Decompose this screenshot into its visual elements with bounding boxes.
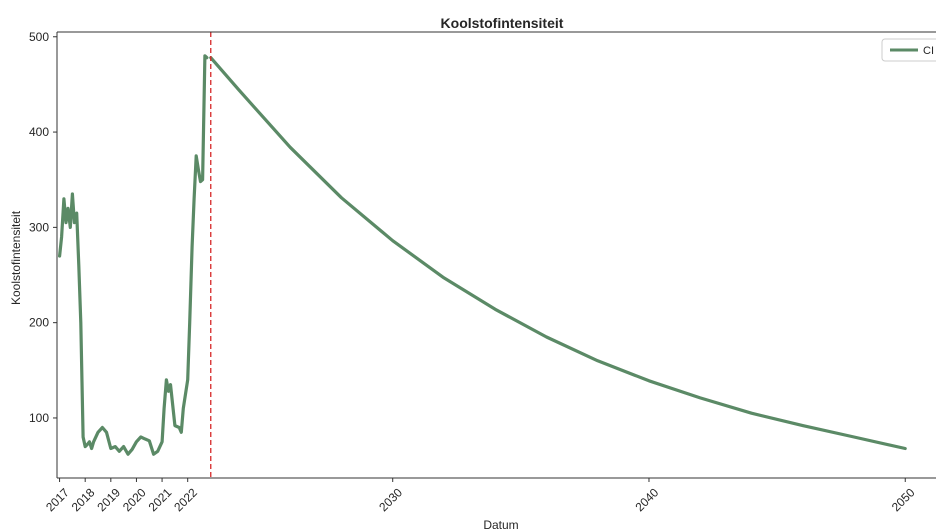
legend-label: CI [923, 45, 934, 57]
x-axis-label: Datum [483, 518, 518, 532]
y-tick-label: 300 [29, 220, 49, 234]
plot-background [57, 32, 936, 478]
x-tick-label: 2050 [889, 485, 918, 514]
x-tick-label: 2018 [69, 485, 98, 514]
chart-title: Koolstofintensiteit [441, 15, 564, 31]
y-axis-label: Koolstofintensiteit [9, 210, 23, 305]
y-tick-label: 400 [29, 125, 49, 139]
plot-area [56, 31, 936, 479]
y-axis: 100 200 300 400 500 [29, 30, 57, 425]
x-tick-label: 2021 [146, 485, 175, 514]
y-tick-label: 500 [29, 30, 49, 44]
x-tick-label: 2017 [43, 485, 72, 514]
legend: CI [881, 38, 936, 62]
x-tick-label: 2019 [94, 485, 123, 514]
x-tick-label: 2040 [633, 485, 662, 514]
y-tick-label: 200 [29, 316, 49, 330]
y-tick-label: 100 [29, 411, 49, 425]
series-line-1 [209, 56, 907, 451]
x-tick-label: 2020 [120, 485, 149, 514]
series-line-0 [57, 54, 209, 456]
x-tick-label: 2030 [376, 485, 405, 514]
x-tick-label: 2022 [171, 485, 200, 514]
